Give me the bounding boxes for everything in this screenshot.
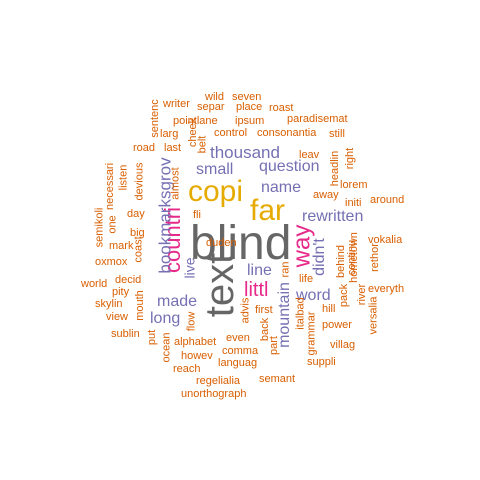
word-power: power (322, 319, 352, 331)
word-day: day (127, 208, 145, 220)
word-part: part (267, 336, 280, 355)
word-decid: decid (115, 274, 142, 286)
word-rewritten: rewritten (302, 208, 364, 225)
word-far: far (250, 194, 286, 227)
word-one: one (106, 215, 119, 234)
word-around: around (370, 194, 405, 206)
word-lorem: lorem (340, 179, 368, 191)
word-small: small (196, 161, 234, 178)
word-duden: duden (206, 237, 237, 249)
word-made: made (157, 293, 198, 310)
word-right: right (344, 147, 357, 170)
word-sublin: sublin (111, 328, 140, 340)
word-mouth: mouth (133, 290, 146, 321)
word-listen: listen (117, 164, 130, 191)
word-didnt: didn't (310, 238, 328, 276)
word-road: road (133, 142, 156, 154)
word-question: question (259, 158, 320, 175)
word-place: place (236, 101, 263, 113)
word-word: word (296, 287, 331, 304)
word-regelialia: regelialia (196, 375, 241, 387)
word-ran: ran (279, 261, 292, 278)
word-semikoli: semikoli (93, 207, 106, 248)
word-unorthograph: unorthograph (181, 388, 247, 400)
word-copi: copi (188, 175, 244, 208)
word-oxmox: oxmox (95, 256, 128, 268)
word-fli: fli (193, 209, 201, 221)
word-alphabet: alphabet (174, 336, 217, 348)
word-ocean: ocean (160, 332, 173, 363)
word-first: first (255, 304, 273, 316)
word-line: line (247, 262, 272, 279)
word-everyth: everyth (368, 283, 405, 295)
word-separ: separ (197, 101, 225, 113)
word-world: world (81, 278, 108, 290)
word-initi: initi (345, 197, 362, 209)
word-wild: wild (205, 91, 224, 103)
word-vokalia: vokalia (368, 234, 403, 246)
word-view: view (106, 311, 129, 323)
word-pack: pack (338, 283, 351, 308)
word-pointlane: pointlane (173, 115, 218, 127)
word-larg: larg (160, 128, 179, 140)
word-coast: coast (132, 236, 145, 263)
word-roast: roast (269, 102, 294, 114)
word-advis: advis (239, 297, 252, 324)
word-still: still (329, 128, 345, 140)
word-villag: villag (330, 339, 356, 351)
word-devious: devious (133, 162, 146, 201)
word-howev: howev (181, 350, 213, 362)
word-grammar: grammar (305, 311, 318, 356)
word-necessari: necessari (104, 162, 117, 211)
word-languag: languag (218, 357, 258, 369)
word-long: long (150, 310, 181, 327)
word-mark: mark (109, 240, 134, 252)
word-rethor: rethor (368, 243, 381, 272)
word-blind: blind (190, 217, 292, 270)
word-ipsum: ipsum (235, 115, 265, 127)
word-almost: almost (169, 167, 182, 200)
word-away: away (313, 189, 339, 201)
word-hometown: hometown (347, 232, 360, 283)
word-seven: seven (232, 91, 262, 103)
word-semant: semant (259, 373, 296, 385)
word-writer: writer (163, 98, 190, 110)
word-live: live (181, 257, 198, 279)
word-big: big (130, 227, 145, 239)
word-comma: comma (222, 345, 259, 357)
word-put: put (146, 329, 159, 346)
word-belt: belt (196, 135, 209, 154)
word-name: name (261, 179, 302, 196)
word-littl: littl (244, 279, 269, 301)
word-text: text (198, 252, 243, 318)
word-flow: flow (185, 311, 198, 332)
word-leav: leav (299, 149, 320, 161)
word-consonantia: consonantia (257, 127, 317, 139)
word-versalia: versalia (367, 296, 380, 335)
word-control: control (214, 127, 248, 139)
word-paradisemat: paradisemat (287, 113, 348, 125)
word-life: life (299, 273, 314, 285)
word-skylin: skylin (95, 298, 123, 310)
word-hill: hill (322, 303, 336, 315)
word-pity: pity (112, 286, 130, 298)
word-reach: reach (173, 363, 201, 375)
word-even: even (226, 332, 250, 344)
word-thousand: thousand (210, 143, 280, 162)
word-last: last (164, 142, 182, 154)
word-suppli: suppli (307, 356, 336, 368)
